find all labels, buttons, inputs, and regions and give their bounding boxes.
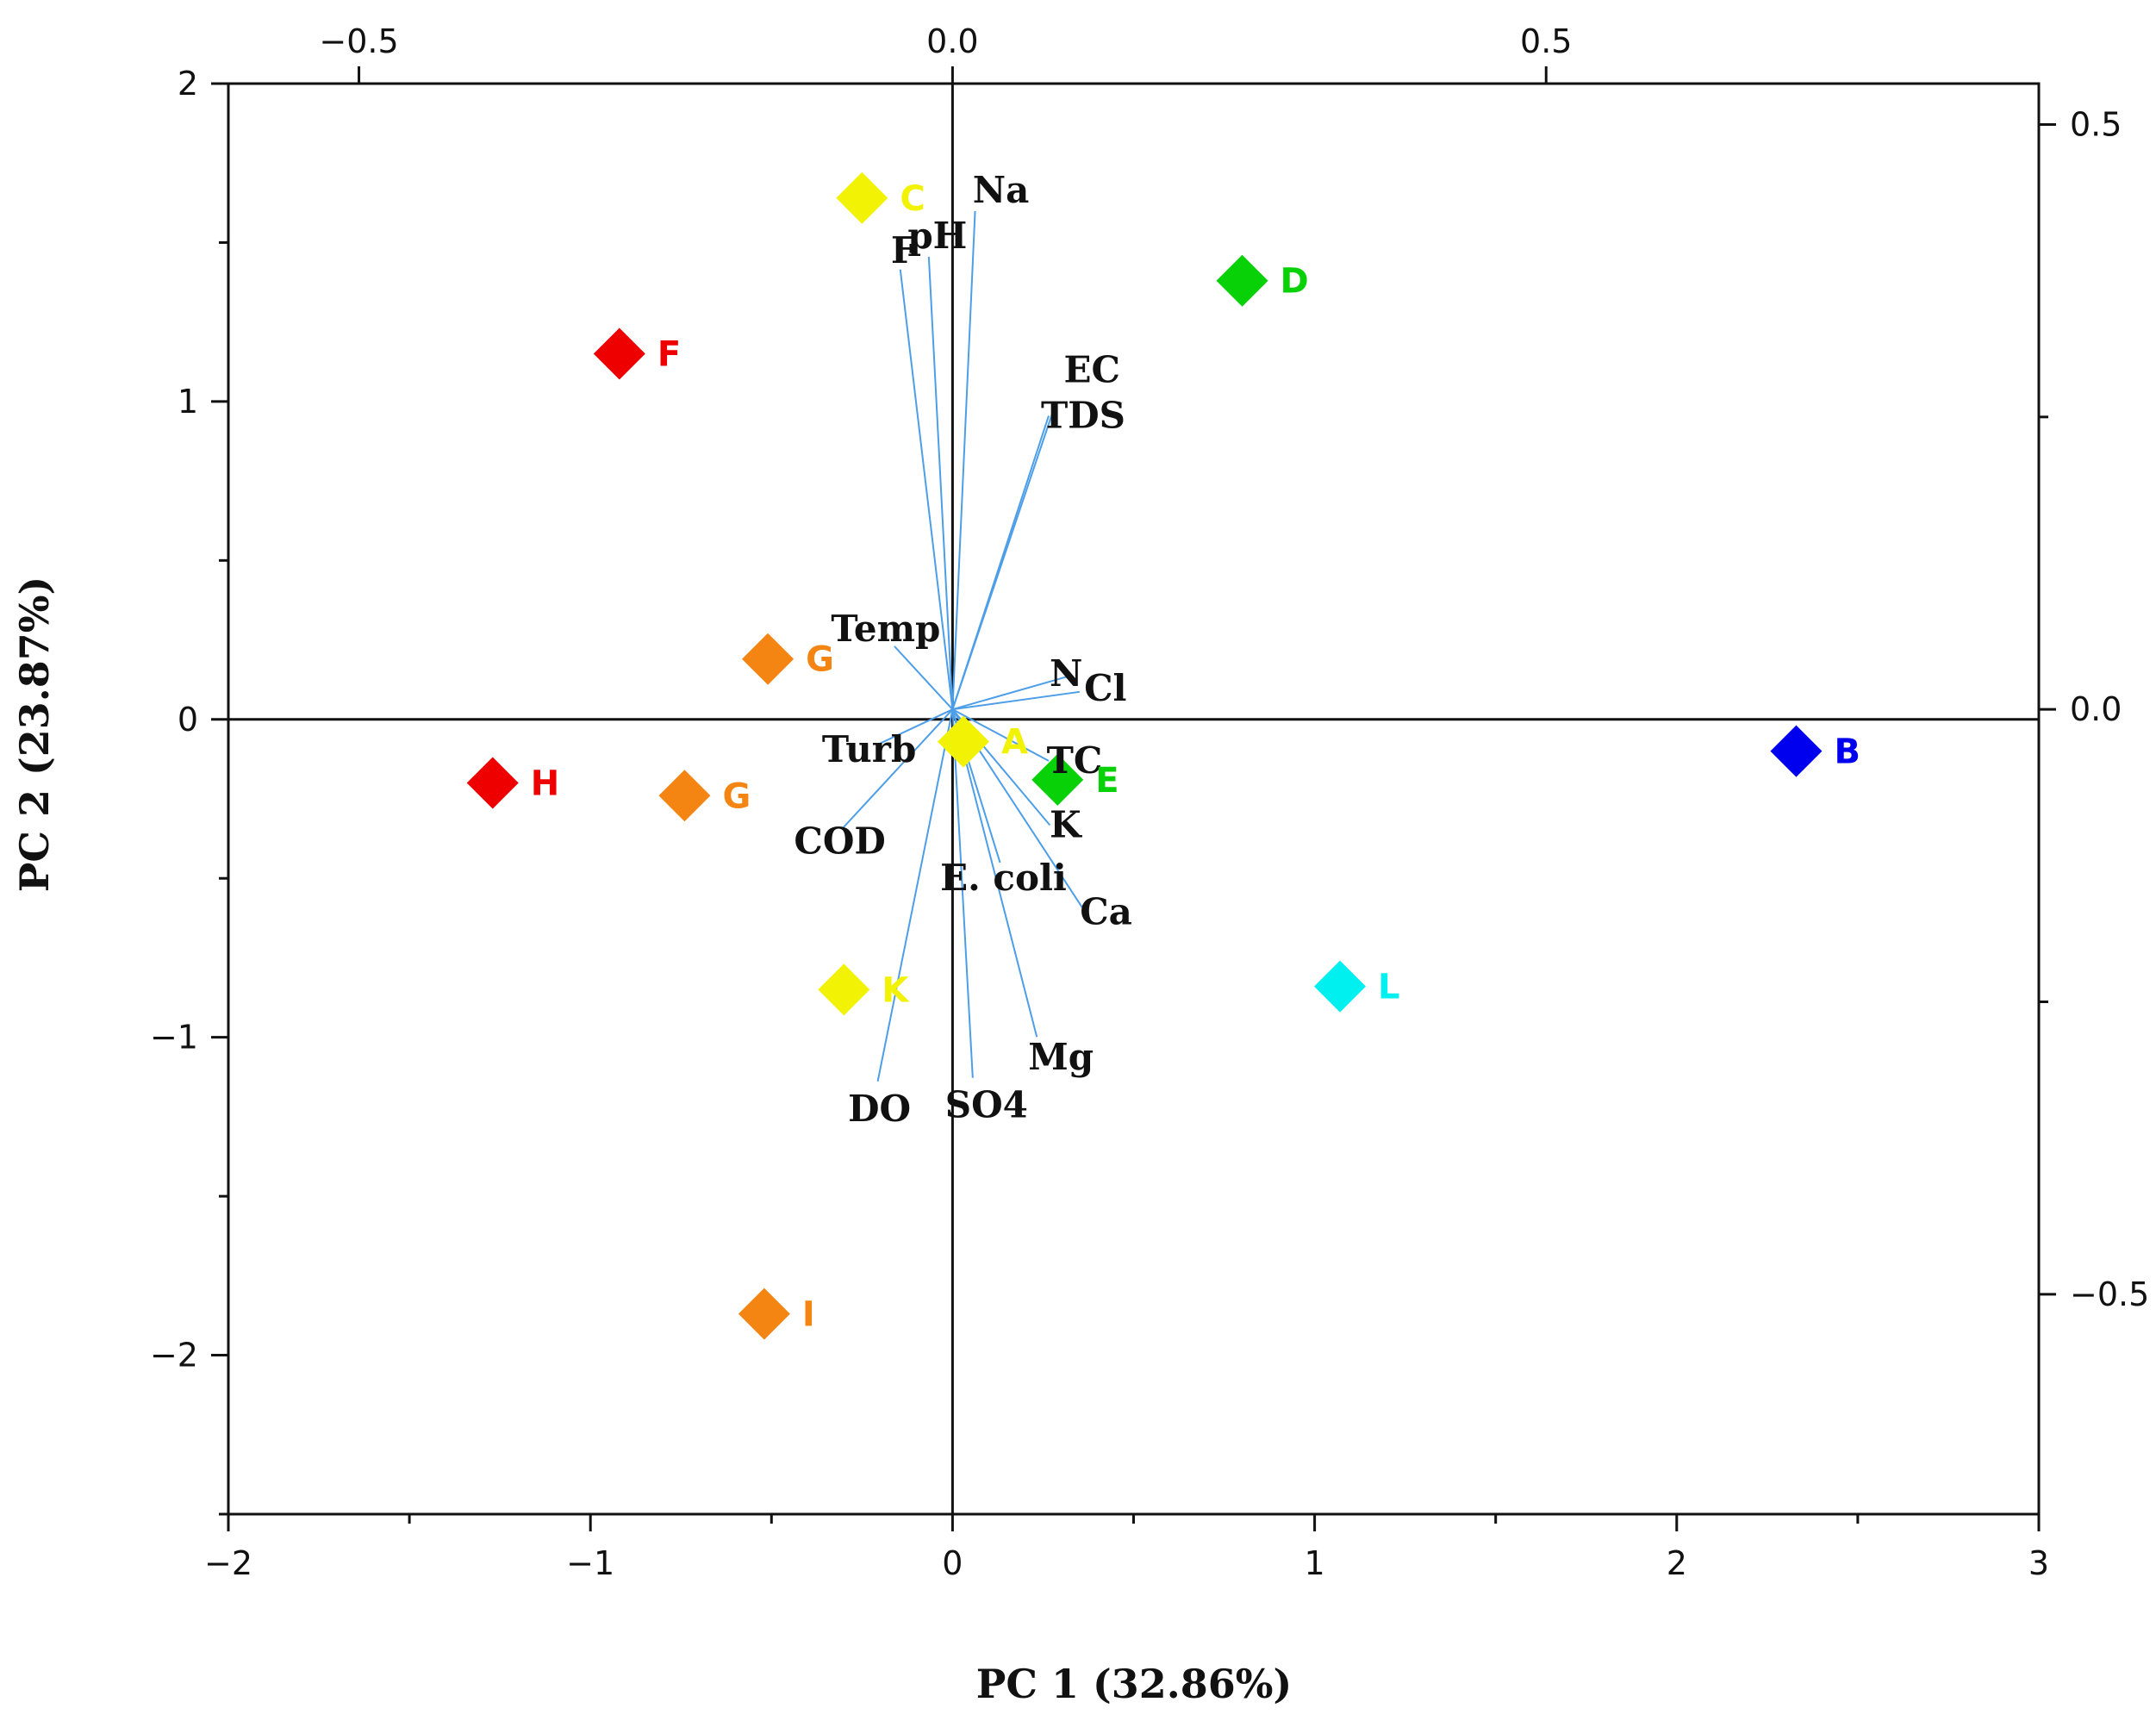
- loading-label: Cl: [1084, 667, 1126, 709]
- site-point: [1770, 725, 1823, 777]
- x-tick-label: −1: [566, 1544, 614, 1582]
- x-axis-title: PC 1 (32.86%): [976, 1661, 1293, 1707]
- loading-vector: [842, 708, 954, 828]
- loading-vector: [899, 269, 954, 710]
- x-tick-label: 1: [1305, 1544, 1325, 1582]
- loading-vector: [952, 690, 1080, 711]
- site-point: [1031, 753, 1084, 806]
- site-label: L: [1378, 968, 1400, 1007]
- loading-label: E. coli: [940, 857, 1067, 899]
- loading-label: DO: [848, 1088, 911, 1130]
- top-tick-label: 0.0: [926, 22, 978, 60]
- top-tick-label: 0.5: [1520, 22, 1572, 60]
- site-label: E: [1095, 761, 1119, 801]
- site-point: [1216, 254, 1268, 307]
- loading-label: Na: [973, 169, 1030, 211]
- loading-vectors: [842, 210, 1083, 1082]
- loading-vector: [951, 709, 974, 1078]
- site-point: [836, 171, 888, 224]
- loading-label: SO4: [945, 1084, 1028, 1126]
- loading-vector: [952, 674, 1072, 711]
- site-label: D: [1281, 262, 1309, 302]
- y-tick-label: −2: [150, 1337, 198, 1375]
- x-tick-label: 0: [942, 1544, 963, 1582]
- top-tick-label: −0.5: [319, 22, 398, 60]
- site-point: [466, 757, 519, 809]
- site-label: B: [1834, 733, 1860, 772]
- loading-vector: [951, 415, 1050, 710]
- site-point: [742, 633, 794, 685]
- site-label: H: [531, 764, 559, 804]
- site-label: F: [657, 335, 681, 375]
- loading-label: COD: [794, 820, 885, 862]
- site-label: C: [900, 179, 925, 219]
- loading-vector: [951, 210, 976, 710]
- loading-label: Ca: [1080, 891, 1132, 933]
- site-point: [738, 1287, 790, 1340]
- loading-label: Turb: [822, 728, 916, 770]
- loading-label: TC: [1047, 739, 1103, 782]
- loading-label: TDS: [1041, 394, 1125, 436]
- loading-label: Temp: [831, 608, 940, 650]
- x-tick-label: 2: [1667, 1544, 1687, 1582]
- loading-vector: [877, 708, 953, 745]
- loading-vector: [894, 645, 954, 710]
- loading-label: F: [891, 229, 917, 271]
- right-tick-label: −0.5: [2070, 1275, 2149, 1313]
- plot-frame-layer: −2 −1 0 1 2 3 −2 −1 0 1 2 −0.5 0.0 0.5 −0.5 0.0 0.5: [150, 22, 2149, 1582]
- right-tick-label: 0.5: [2070, 106, 2122, 144]
- loading-label: K: [1050, 804, 1082, 846]
- loading-vector: [951, 708, 1050, 762]
- site-label: G: [806, 640, 834, 680]
- loading-label: N: [1050, 652, 1082, 695]
- site-point: [658, 770, 711, 822]
- x-tick-label: −2: [204, 1544, 252, 1582]
- site-label: A: [1001, 723, 1028, 763]
- y-tick-label: 1: [178, 383, 198, 421]
- y-tick-label: 2: [178, 65, 198, 103]
- site-point: [1314, 960, 1367, 1013]
- site-label: K: [882, 970, 910, 1010]
- loading-vector: [927, 256, 954, 710]
- site-points: [466, 171, 1823, 1340]
- loading-vector: [876, 708, 954, 1082]
- y-tick-label: −1: [150, 1019, 198, 1057]
- y-tick-label: 0: [178, 701, 198, 739]
- x-tick-label: 3: [2028, 1544, 2049, 1582]
- site-label: I: [802, 1295, 815, 1335]
- y-axis-title: PC 2 (23.87%): [11, 577, 58, 893]
- loading-label: Mg: [1028, 1036, 1094, 1078]
- right-tick-label: 0.0: [2070, 690, 2122, 728]
- site-point: [593, 327, 645, 380]
- site-point: [818, 963, 870, 1016]
- loading-label: pH: [907, 215, 967, 257]
- site-label: G: [722, 776, 751, 816]
- loading-label: EC: [1064, 349, 1120, 391]
- site-point: [938, 715, 990, 768]
